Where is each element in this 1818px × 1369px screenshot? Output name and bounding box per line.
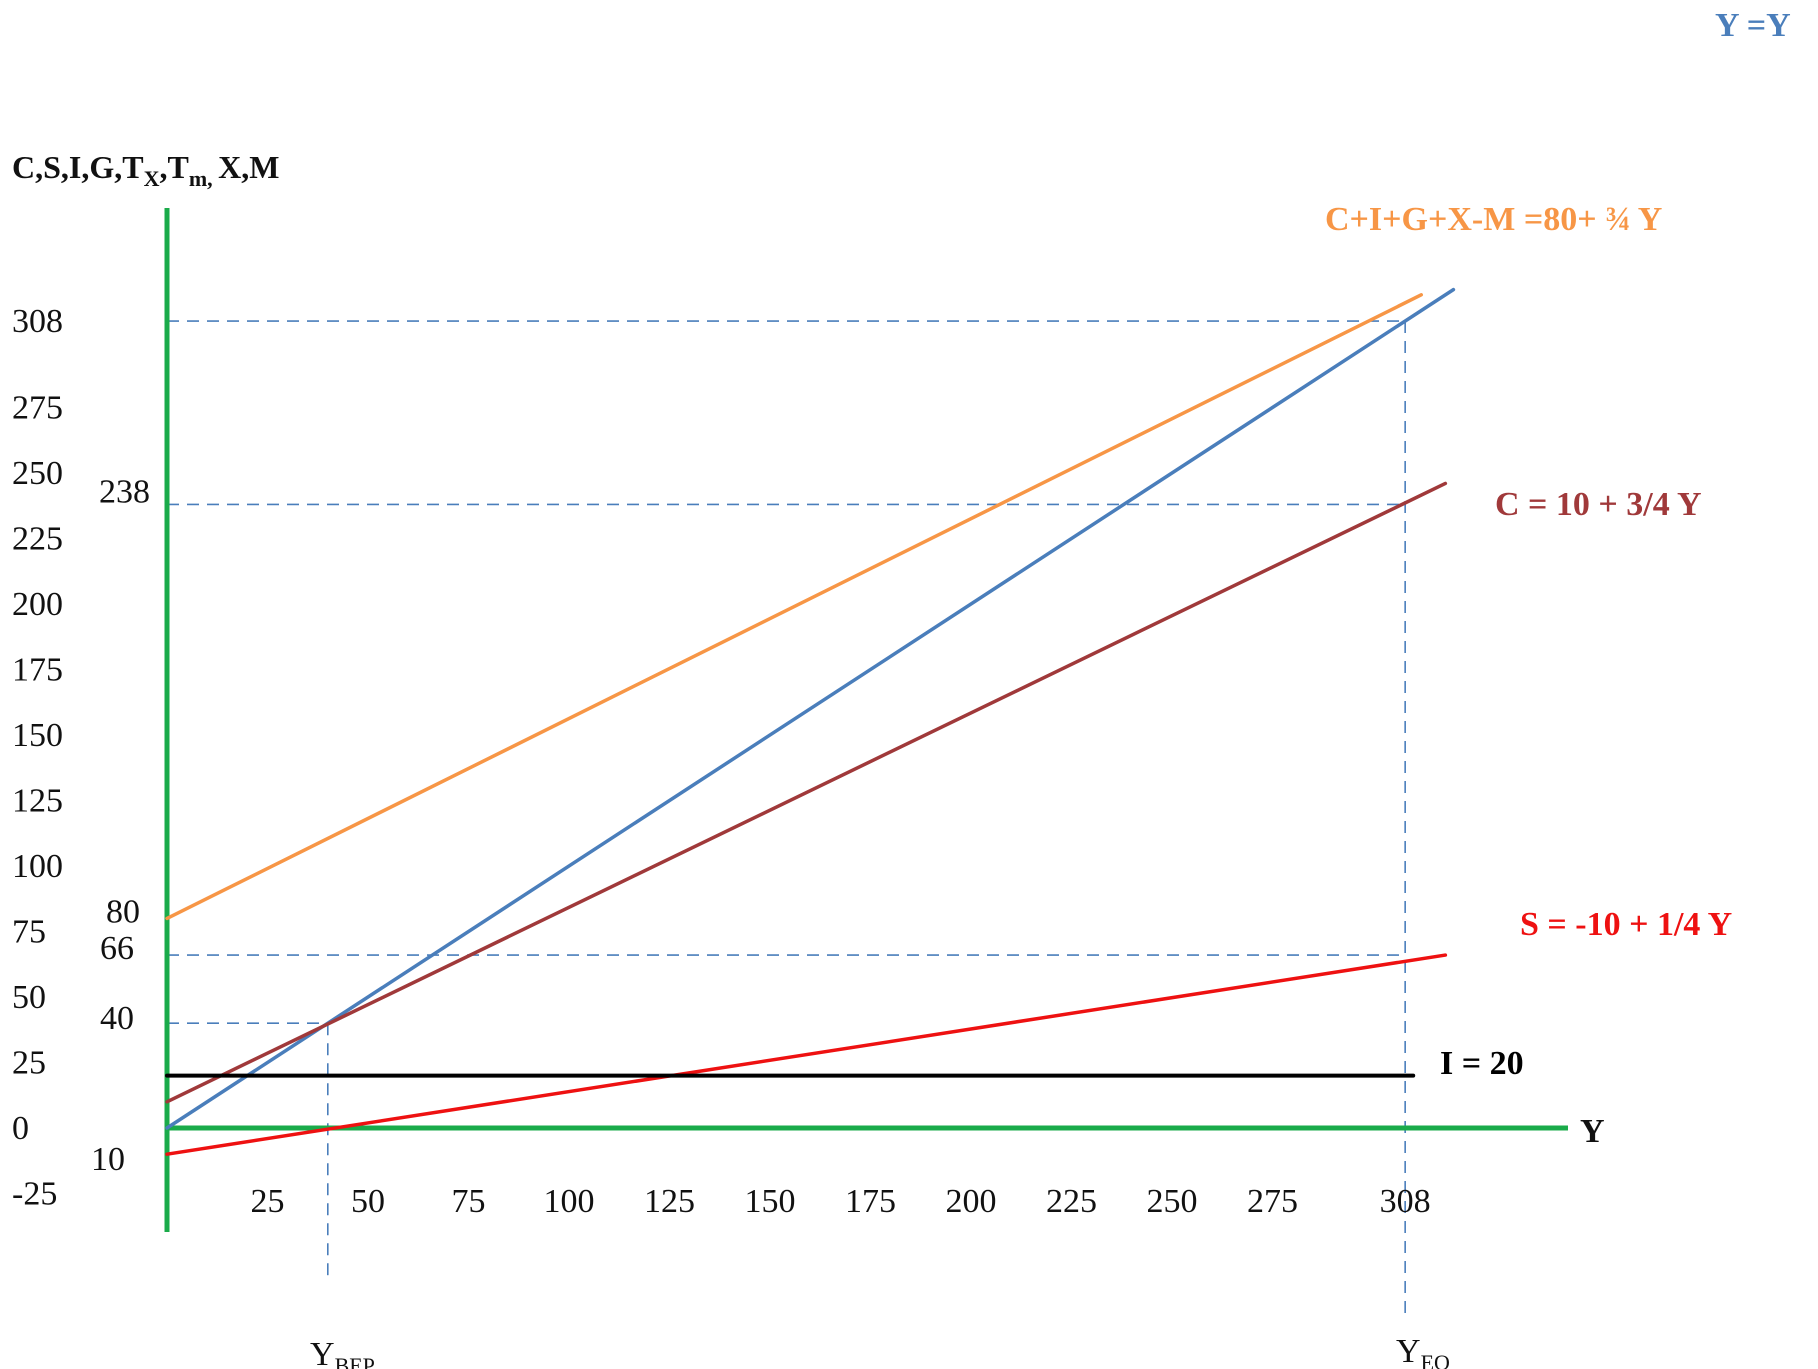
value-label: 80	[106, 893, 140, 930]
series-line	[165, 953, 1448, 1156]
y-tick-label: 225	[12, 521, 63, 558]
x-tick-label: 150	[745, 1183, 796, 1220]
x-axis-label: Y	[1580, 1113, 1605, 1150]
value-label: 40	[100, 1000, 134, 1037]
series-label: C = 10 + 3/4 Y	[1495, 486, 1702, 523]
series-lines	[165, 287, 1456, 1156]
x-tick-label: 75	[452, 1183, 486, 1220]
value-label: 238	[99, 473, 150, 510]
x-tick-label: 100	[544, 1183, 595, 1220]
y-bep-label: YBEP	[310, 1336, 375, 1369]
y-tick-label: 308	[12, 303, 63, 340]
y-tick-label: 100	[12, 848, 63, 885]
x-tick-label: 175	[845, 1183, 896, 1220]
y-tick-label: 25	[12, 1045, 46, 1082]
y-eq-label: YEQ	[1396, 1333, 1450, 1369]
y-axis-label: C,S,I,G,TX,Tm, X,M	[12, 149, 279, 191]
series-line	[165, 481, 1448, 1104]
series-labels: Y =Y C+I+G+X-M =80+ ¾ Y C = 10 + 3/4 Y S = …	[1325, 7, 1791, 1082]
x-tick-label: 125	[644, 1183, 695, 1220]
series-line	[165, 293, 1423, 921]
series-label: S = -10 + 1/4 Y	[1520, 906, 1732, 943]
y-tick-label: 75	[12, 914, 46, 951]
series-label: I = 20	[1440, 1045, 1524, 1082]
x-tick-label: 308	[1380, 1183, 1431, 1220]
axes	[164, 208, 1568, 1232]
x-tick-labels: 25 50 75 100 125 150 175 200 225 250 275 308	[251, 1183, 1431, 1220]
x-tick-label: 225	[1046, 1183, 1097, 1220]
value-label: 10	[91, 1141, 125, 1178]
y-tick-label: 275	[12, 390, 63, 427]
x-tick-label: 200	[946, 1183, 997, 1220]
series-line	[165, 287, 1456, 1130]
y-tick-label: 175	[12, 652, 63, 689]
value-label: 66	[100, 930, 134, 967]
y-tick-label: 0	[12, 1110, 29, 1147]
series-label: Y =Y	[1715, 7, 1791, 44]
y-tick-label: 50	[12, 979, 46, 1016]
y-tick-label: 200	[12, 586, 63, 623]
x-tick-label: 25	[251, 1183, 285, 1220]
y-tick-label: 150	[12, 717, 63, 754]
y-tick-labels: -25 0 25 50 75 100 125 150 175 200 225 250 275 308	[12, 303, 63, 1212]
x-tick-label: 250	[1147, 1183, 1198, 1220]
y-tick-label: 250	[12, 455, 63, 492]
series-label: C+I+G+X-M =80+ ¾ Y	[1325, 201, 1662, 238]
x-tick-label: 50	[351, 1183, 385, 1220]
y-tick-label: -25	[12, 1176, 57, 1213]
x-tick-label: 275	[1247, 1183, 1298, 1220]
guide-lines	[167, 320, 1406, 1320]
y-tick-label: 125	[12, 783, 63, 820]
